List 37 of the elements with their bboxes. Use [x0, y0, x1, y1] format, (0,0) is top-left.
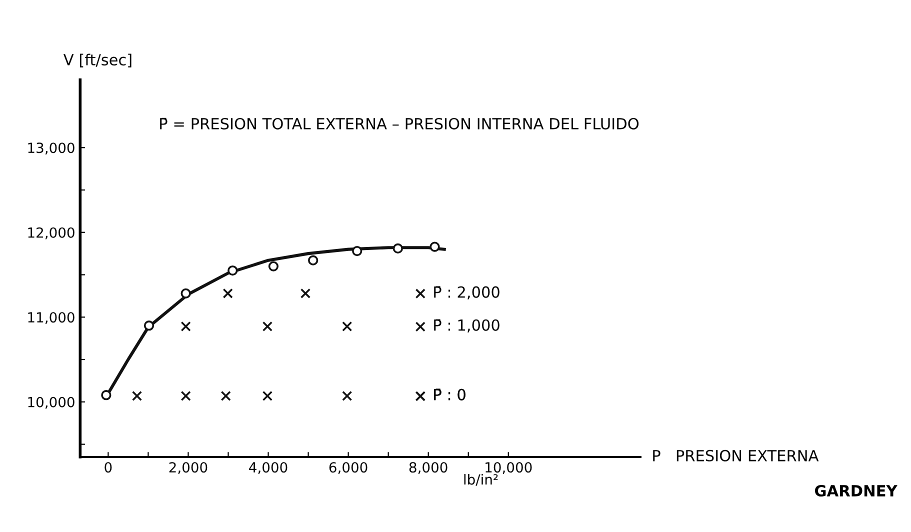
point: [220, 390, 231, 402]
x-tick-label: 0: [104, 462, 112, 473]
point: [101, 390, 112, 400]
point: [308, 255, 318, 266]
point: [392, 243, 403, 254]
text: GARDNEY: [815, 484, 898, 497]
point: [430, 242, 440, 252]
x-tick-label: 4,000: [249, 462, 288, 474]
annotation: P̄ = PRESION TOTAL EXTERNA – PRESION INTERNA DEL FLUIDO: [160, 118, 639, 130]
x-tick-label: 6,000: [329, 462, 368, 474]
x-tick-label: 10,000: [486, 462, 532, 474]
point: [180, 321, 191, 332]
y-axis-title: V [ft/sec]: [63, 54, 132, 68]
text: lb/in²: [464, 474, 498, 486]
point: [342, 321, 352, 332]
point: [300, 288, 311, 298]
x-axis-title: P PRESION EXTERNA: [653, 450, 819, 462]
legend-label: P̄ : 2,000: [434, 286, 500, 300]
y-tick-label: 12,000: [28, 227, 74, 240]
x-tick-label: 8,000: [409, 462, 448, 474]
legend-label: P̄ : 1,000: [434, 319, 500, 332]
point: [262, 321, 273, 332]
point: [222, 288, 233, 298]
point: [144, 320, 154, 331]
point: [228, 265, 238, 276]
x-tick-label: 2,000: [169, 462, 208, 474]
point: [352, 246, 362, 256]
y-tick-label: 13,000: [28, 142, 74, 154]
point: [180, 288, 191, 298]
y-tick-label: 10,000: [28, 396, 74, 409]
legend-label: P̄ : 0: [434, 388, 466, 400]
point: [132, 390, 142, 402]
y-tick-label: 11,000: [28, 312, 74, 324]
point: [262, 390, 273, 402]
point: [180, 390, 191, 402]
point: [268, 261, 279, 272]
point: [342, 390, 352, 402]
